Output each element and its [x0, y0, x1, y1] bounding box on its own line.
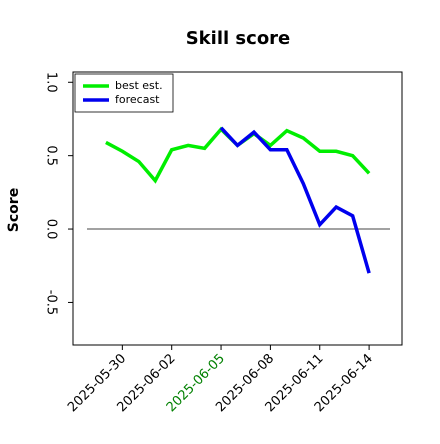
- y-tick-label: -0.5: [44, 290, 59, 315]
- y-tick-label: 0.5: [44, 145, 59, 166]
- series-line: [105, 126, 371, 184]
- chart-title: Skill score: [186, 28, 291, 49]
- legend-label: best est.: [115, 79, 163, 92]
- y-tick-label: 0.0: [44, 219, 59, 240]
- plot-frame: [72, 71, 403, 346]
- legend-box: [74, 73, 174, 113]
- legend-label: forecast: [115, 93, 160, 106]
- y-axis-label: Score: [6, 188, 22, 232]
- series-line: [219, 126, 371, 274]
- y-tick-label: 1.0: [44, 72, 59, 93]
